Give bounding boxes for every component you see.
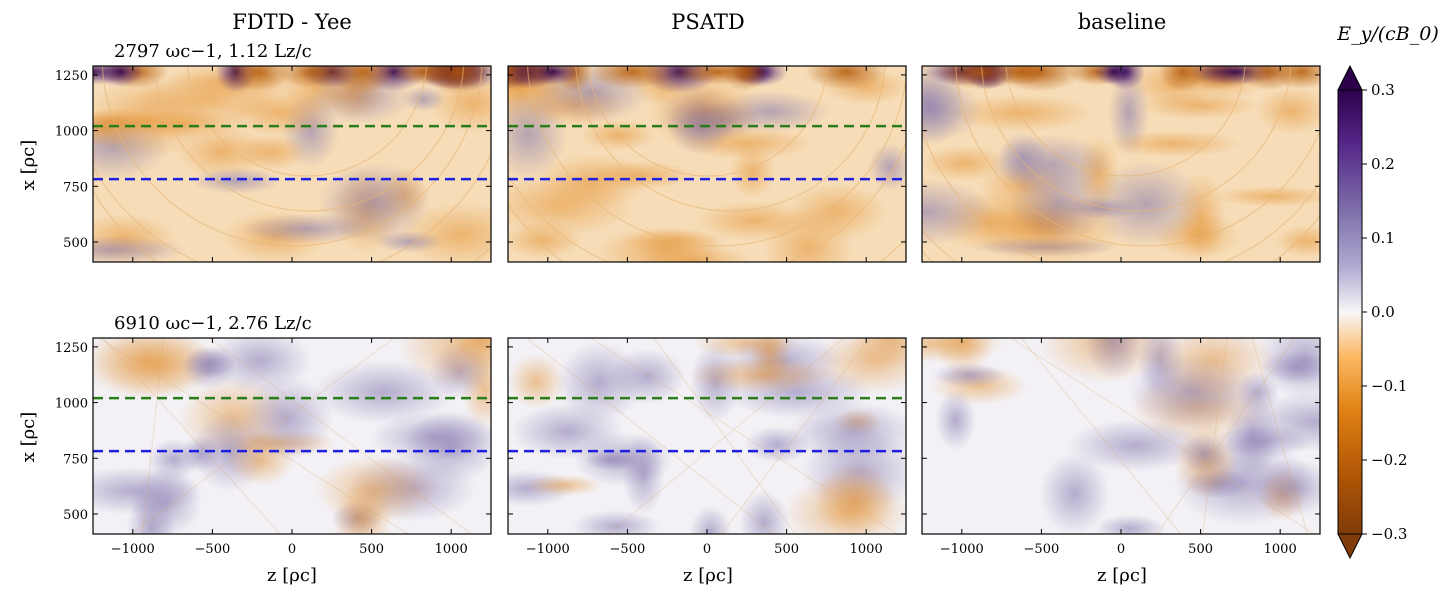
colorbar-tick-label: 0.0 [1371,303,1395,321]
x-tick-label: 1000 [1264,542,1297,557]
x-tick-label: −500 [610,542,646,557]
panel-fdtd-row-1: 500 750 1000 1250 [55,65,492,263]
colorbar-tick-label: −0.1 [1371,377,1407,395]
y-tick-label: 1000 [55,397,88,412]
x-axis-label-psatd: z [ρc] [683,565,733,586]
y-tick-label: 750 [63,452,88,467]
x-tick-label: −500 [195,542,231,557]
x-tick-label: −1000 [940,542,984,557]
colorbar-extend-bottom [1337,533,1363,560]
column-title-fdtd: FDTD - Yee [232,10,352,34]
y-tick-label: 1250 [55,69,88,84]
x-tick-label: 0 [288,542,296,557]
panel-fdtd-row-2: 500 750 1000 1250 −1000 −500 0 500 1000 [55,337,492,557]
y-tick-label: 500 [63,508,88,523]
x-axis-label-fdtd: z [ρc] [267,565,317,586]
column-title-psatd: PSATD [671,10,744,34]
colorbar-gradient [1337,89,1363,535]
y-tick-label: 500 [63,236,88,251]
x-tick-label: 0 [1117,542,1125,557]
x-tick-label: 500 [774,542,799,557]
colorbar-tick-label: 0.2 [1371,155,1395,173]
x-tick-label: −1000 [526,542,570,557]
y-axis-label-row-2: x [ρc] [18,412,39,463]
x-tick-label: 1000 [850,542,883,557]
y-axis-label-row-1: x [ρc] [18,140,39,191]
row-1-time-label: 2797 ωc−1, 1.12 Lz/c [114,41,312,62]
x-tick-label: 500 [359,542,384,557]
panel-psatd-row-2: −1000 −500 0 500 1000 [507,337,907,557]
y-tick-label: 1250 [55,341,88,356]
colorbar-label: E_y/(cB_0) [1336,23,1439,45]
colorbar-extend-top [1337,64,1363,91]
x-tick-label: 0 [703,542,711,557]
x-tick-label: −500 [1024,542,1060,557]
colorbar-tick-label: 0.1 [1371,229,1395,247]
panel-baseline-row-1 [921,65,1321,263]
x-axis-label-baseline: z [ρc] [1097,565,1147,586]
colorbar: E_y/(cB_0) 0.3 0.2 0.1 0.0 −0.1 −0.2 −0.3 [1336,23,1439,560]
column-title-baseline: baseline [1078,10,1167,34]
colorbar-tick-label: 0.3 [1371,81,1395,99]
colorbar-tick-label: −0.2 [1371,451,1407,469]
panel-baseline-row-2: −1000 −500 0 500 1000 [921,337,1321,557]
colorbar-tick-label: −0.3 [1371,525,1407,543]
x-tick-label: −1000 [111,542,155,557]
x-tick-label: 500 [1188,542,1213,557]
x-tick-label: 1000 [435,542,468,557]
row-2-time-label: 6910 ωc−1, 2.76 Lz/c [114,313,312,334]
panel-psatd-row-1 [507,65,907,263]
y-tick-label: 1000 [55,125,88,140]
y-tick-label: 750 [63,180,88,195]
